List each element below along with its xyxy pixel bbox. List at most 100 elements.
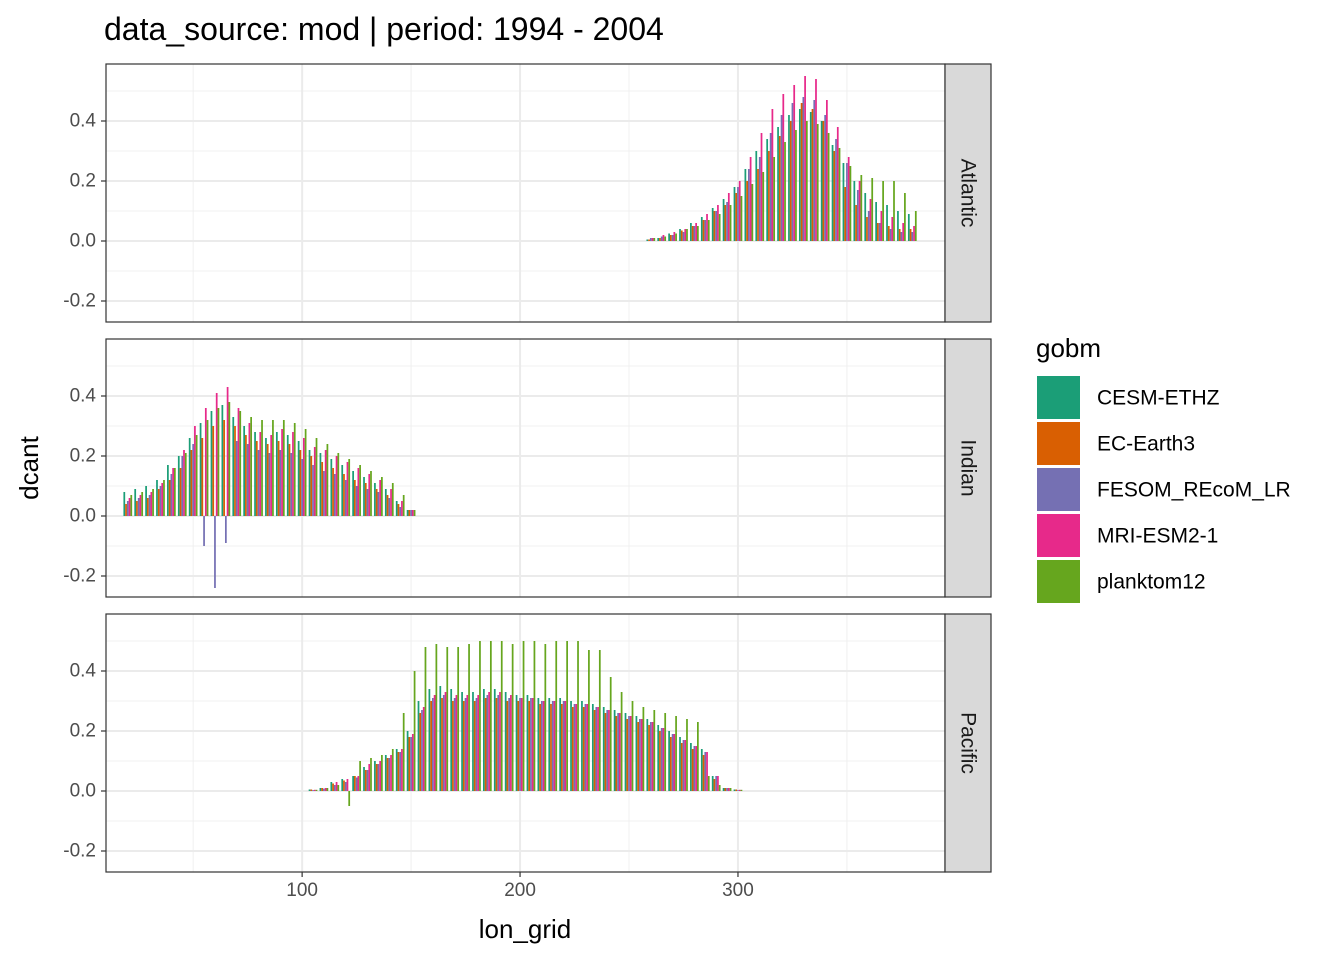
bar-pacific-ec-earth3-185	[484, 698, 487, 791]
bar-atlantic-cesm-ethz-345	[831, 145, 834, 241]
bar-pacific-cesm-ethz-235	[591, 704, 594, 791]
bar-pacific-planktom12-215	[555, 641, 558, 791]
bar-atlantic-planktom12-345	[838, 148, 841, 241]
bar-indian-cesm-ethz-25	[134, 489, 137, 516]
bar-indian-mri-esm2-1-45	[183, 450, 185, 516]
bar-pacific-fesom_recom_lr-130	[366, 770, 369, 791]
bar-pacific-cesm-ethz-145	[395, 749, 398, 791]
bar-pacific-planktom12-285	[707, 776, 710, 791]
bar-pacific-planktom12-300	[740, 789, 743, 791]
bar-atlantic-ec-earth3-325	[789, 121, 792, 241]
bar-atlantic-planktom12-380	[914, 211, 917, 241]
bar-atlantic-ec-earth3-265	[659, 238, 661, 241]
bar-atlantic-ec-earth3-380	[909, 229, 912, 241]
bar-pacific-ec-earth3-260	[648, 725, 650, 791]
bar-atlantic-fesom_recom_lr-290	[715, 211, 718, 241]
bar-atlantic-mri-esm2-1-305	[749, 157, 752, 241]
bar-atlantic-fesom_recom_lr-335	[813, 100, 816, 241]
bar-pacific-fesom_recom_lr-290	[715, 776, 718, 791]
bar-pacific-mri-esm2-1-300	[738, 789, 741, 791]
bar-pacific-planktom12-120	[348, 791, 351, 806]
bar-pacific-fesom_recom_lr-200	[519, 698, 521, 791]
bar-atlantic-fesom_recom_lr-360	[867, 211, 870, 241]
bar-pacific-ec-earth3-280	[691, 749, 694, 791]
y-axis-title: dcant	[14, 435, 44, 499]
bar-pacific-mri-esm2-1-210	[542, 701, 545, 791]
bar-atlantic-ec-earth3-370	[887, 226, 890, 241]
bar-atlantic-mri-esm2-1-350	[847, 157, 850, 241]
bar-atlantic-fesom_recom_lr-365	[878, 223, 881, 241]
bar-pacific-ec-earth3-190	[495, 698, 498, 791]
bar-atlantic-cesm-ethz-265	[657, 238, 660, 241]
bar-indian-mri-esm2-1-50	[194, 426, 196, 516]
bar-pacific-planktom12-275	[686, 719, 688, 791]
bar-pacific-ec-earth3-245	[615, 716, 618, 791]
bar-pacific-mri-esm2-1-265	[662, 728, 665, 791]
bar-indian-planktom12-50	[195, 435, 198, 516]
bar-pacific-planktom12-205	[533, 641, 536, 791]
bar-atlantic-ec-earth3-275	[680, 230, 683, 241]
bar-atlantic-cesm-ethz-275	[679, 229, 681, 241]
bar-pacific-cesm-ethz-265	[657, 725, 660, 791]
legend-swatch-ec-earth3	[1037, 422, 1080, 465]
bar-indian-mri-esm2-1-150	[411, 510, 414, 516]
bar-pacific-mri-esm2-1-260	[651, 722, 654, 791]
bar-atlantic-mri-esm2-1-380	[913, 226, 915, 241]
bar-atlantic-cesm-ethz-315	[766, 139, 769, 241]
bar-pacific-ec-earth3-180	[473, 701, 476, 791]
bar-pacific-planktom12-185	[489, 641, 492, 791]
bar-pacific-mri-esm2-1-200	[520, 698, 523, 791]
bar-indian-planktom12-55	[206, 420, 209, 516]
bar-pacific-fesom_recom_lr-185	[486, 695, 489, 791]
bar-pacific-ec-earth3-205	[528, 701, 531, 791]
bar-pacific-mri-esm2-1-165	[444, 692, 447, 791]
bar-pacific-fesom_recom_lr-270	[671, 734, 674, 791]
facet-panel-atlantic: Atlantic -0.2 0.0 0.2 0.4	[63, 63, 992, 323]
bar-pacific-planktom12-240	[609, 677, 612, 791]
bar-pacific-planktom12-140	[391, 749, 394, 791]
bar-atlantic-mri-esm2-1-300	[738, 181, 741, 241]
bar-pacific-fesom_recom_lr-165	[442, 695, 445, 791]
bar-pacific-ec-earth3-125	[354, 776, 356, 791]
bar-pacific-fesom_recom_lr-150	[410, 737, 412, 791]
bar-pacific-fesom_recom_lr-300	[737, 790, 739, 791]
bar-indian-ec-earth3-40	[168, 480, 171, 516]
bar-indian-fesom_recom_lr-135	[377, 492, 380, 516]
bar-atlantic-cesm-ethz-340	[820, 121, 823, 241]
bar-indian-ec-earth3-90	[277, 441, 280, 516]
bar-atlantic-ec-earth3-355	[855, 205, 857, 241]
bar-atlantic-ec-earth3-335	[811, 109, 814, 241]
bar-pacific-fesom_recom_lr-225	[573, 704, 576, 791]
bar-atlantic-planktom12-325	[795, 130, 797, 241]
bar-pacific-planktom12-175	[468, 644, 470, 791]
bar-pacific-mri-esm2-1-135	[379, 761, 382, 791]
bar-atlantic-planktom12-375	[904, 193, 906, 241]
bar-pacific-ec-earth3-170	[452, 701, 454, 791]
bar-pacific-fesom_recom_lr-120	[344, 782, 347, 791]
bar-pacific-mri-esm2-1-230	[586, 704, 589, 791]
bar-atlantic-mri-esm2-1-295	[727, 193, 730, 241]
bar-pacific-fesom_recom_lr-245	[617, 713, 619, 791]
bar-pacific-planktom12-135	[381, 755, 383, 791]
bar-pacific-ec-earth3-275	[680, 743, 683, 791]
bar-atlantic-fesom_recom_lr-330	[802, 97, 805, 241]
bar-atlantic-fesom_recom_lr-340	[824, 115, 827, 241]
bar-atlantic-fesom_recom_lr-325	[791, 103, 794, 241]
bar-pacific-cesm-ethz-295	[722, 788, 725, 791]
facet-panel-pacific: Pacific -0.2 0.0 0.2 0.4	[63, 613, 992, 873]
bar-indian-ec-earth3-150	[408, 510, 411, 516]
bar-indian-cesm-ethz-105	[308, 450, 311, 516]
bar-indian-mri-esm2-1-35	[161, 483, 164, 516]
bar-atlantic-mri-esm2-1-315	[771, 109, 774, 241]
panel-background	[106, 614, 945, 872]
bar-indian-planktom12-135	[381, 477, 383, 516]
bar-atlantic-fesom_recom_lr-320	[780, 115, 783, 241]
bar-pacific-cesm-ethz-210	[537, 698, 540, 791]
bar-pacific-planktom12-265	[664, 713, 667, 791]
legend-swatch-mri-esm2-1	[1037, 514, 1080, 557]
bar-pacific-fesom_recom_lr-230	[584, 704, 587, 791]
bar-pacific-planktom12-145	[402, 713, 405, 791]
bar-pacific-cesm-ethz-200	[515, 695, 518, 791]
bar-atlantic-cesm-ethz-320	[777, 127, 779, 241]
bar-pacific-mri-esm2-1-225	[575, 704, 578, 791]
